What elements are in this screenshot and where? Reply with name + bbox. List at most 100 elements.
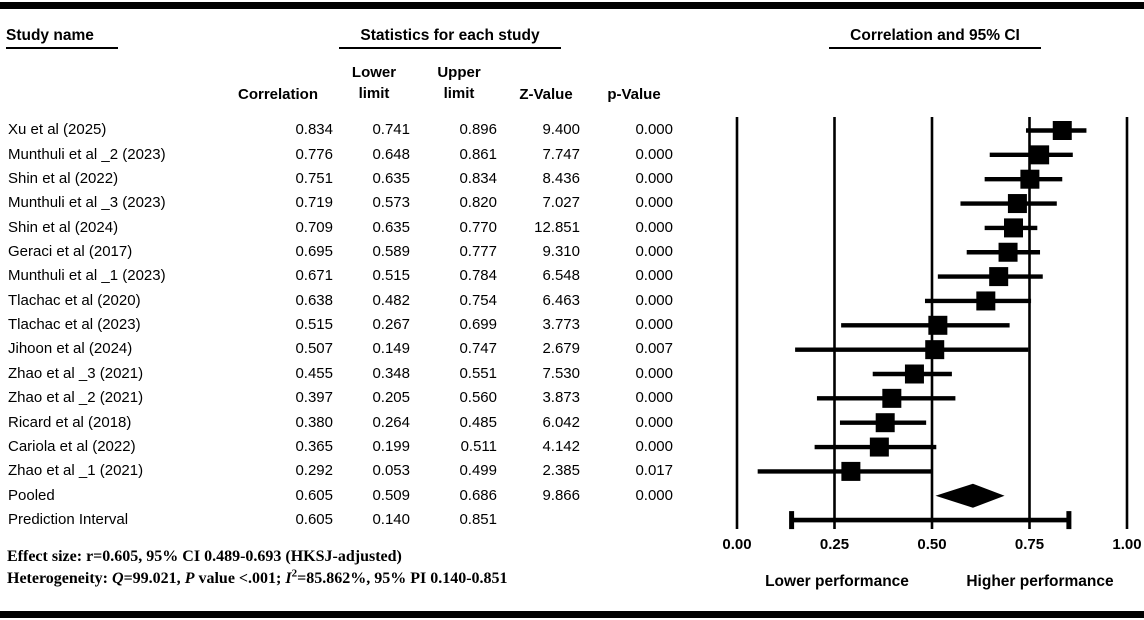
p-value-text: value <.001;: [194, 570, 286, 587]
p-value-cell: 0.000: [635, 291, 673, 309]
top-border-rule: [0, 2, 1144, 9]
correlation-cell: 0.671: [295, 267, 333, 285]
table-row: Shin et al (2022) 0.751 0.635 0.834 8.436 0.0…: [0, 167, 700, 191]
table-row: Jihoon et al (2024) 0.507 0.149 0.747 2.679 0…: [0, 337, 700, 361]
heterogeneity-prefix: Heterogeneity:: [7, 570, 112, 587]
statistics-header: Statistics for each study: [339, 27, 561, 49]
plot-title: Correlation and 95% CI: [829, 27, 1041, 49]
x-axis-label-lower-performance: Lower performance: [765, 573, 909, 590]
z-value-cell: 9.310: [542, 243, 580, 261]
x-tick-label: 1.00: [1112, 536, 1142, 553]
bottom-border-rule: [0, 611, 1144, 618]
table-row: Zhao et al _3 (2021) 0.455 0.348 0.551 7.530…: [0, 362, 700, 386]
upper-limit-cell: 0.499: [459, 462, 497, 480]
correlation-cell: 0.695: [295, 243, 333, 261]
study-name-cell: Tlachac et al (2020): [8, 291, 141, 309]
z-value-cell: 12.851: [534, 218, 580, 236]
pooled-diamond: [935, 483, 1005, 508]
table-row: Zhao et al _2 (2021) 0.397 0.205 0.560 3.873…: [0, 386, 700, 410]
upper-limit-cell: 0.851: [459, 510, 497, 528]
table-row: Munthuli et al _3 (2023) 0.719 0.573 0.820 7…: [0, 191, 700, 215]
upper-limit-cell: 0.686: [459, 486, 497, 504]
lower-limit-cell: 0.635: [372, 218, 410, 236]
p-value-cell: 0.000: [635, 413, 673, 431]
table-row: Tlachac et al (2020) 0.638 0.482 0.754 6.463…: [0, 289, 700, 313]
lower-limit-cell: 0.205: [372, 389, 410, 407]
table-row: Shin et al (2024) 0.709 0.635 0.770 12.851 0.…: [0, 216, 700, 240]
upper-limit-cell: 0.896: [459, 121, 497, 139]
study-name-cell: Cariola et al (2022): [8, 437, 136, 455]
p-value-cell: 0.000: [635, 121, 673, 139]
upper-limit-cell: 0.754: [459, 291, 497, 309]
lower-limit-cell: 0.741: [372, 121, 410, 139]
effect-square: [989, 267, 1009, 287]
effect-square: [882, 388, 902, 408]
table-row: Munthuli et al _2 (2023) 0.776 0.648 0.861 7…: [0, 143, 700, 167]
x-tick-label: 0.75: [1014, 536, 1045, 553]
heterogeneity-summary: Heterogeneity: Q=99.021, P value <.001; …: [7, 567, 508, 588]
correlation-cell: 0.397: [295, 389, 333, 407]
p-value-cell: 0.000: [635, 486, 673, 504]
study-name-cell: Zhao et al _2 (2021): [8, 389, 144, 407]
effect-square: [1052, 121, 1072, 140]
table-row: Ricard et al (2018) 0.380 0.264 0.485 6.042 0…: [0, 411, 700, 435]
x-axis-label-higher-performance: Higher performance: [966, 573, 1114, 590]
upper-limit-cell: 0.770: [459, 218, 497, 236]
lower-limit-cell: 0.264: [372, 413, 410, 431]
column-header-p-value: p-Value: [607, 86, 661, 103]
study-name-cell: Prediction Interval: [8, 510, 129, 528]
z-value-cell: 3.873: [542, 389, 580, 407]
effect-square: [1020, 169, 1040, 189]
lower-limit-cell: 0.348: [372, 364, 410, 382]
lower-limit-cell: 0.589: [372, 243, 410, 261]
lower-limit-cell: 0.149: [372, 340, 410, 358]
study-name-cell: Munthuli et al _3 (2023): [8, 194, 166, 212]
p-value-cell: 0.000: [635, 364, 673, 382]
q-symbol: Q: [112, 570, 124, 587]
z-value-cell: 7.530: [542, 364, 580, 382]
study-name-cell: Zhao et al _1 (2021): [8, 462, 144, 480]
upper-limit-cell: 0.777: [459, 243, 497, 261]
lower-limit-cell: 0.509: [372, 486, 410, 504]
table-row: Munthuli et al _1 (2023) 0.671 0.515 0.784 6…: [0, 264, 700, 288]
p-value-cell: 0.007: [635, 340, 673, 358]
upper-limit-cell: 0.820: [459, 194, 497, 212]
z-value-cell: 6.042: [542, 413, 580, 431]
correlation-cell: 0.380: [295, 413, 333, 431]
correlation-cell: 0.365: [295, 437, 333, 455]
study-name-cell: Shin et al (2024): [8, 218, 119, 236]
x-tick-label: 0.00: [722, 536, 752, 553]
correlation-cell: 0.751: [295, 170, 333, 188]
study-name-cell: Ricard et al (2018): [8, 413, 132, 431]
table-row: Xu et al (2025) 0.834 0.741 0.896 9.400 0.000: [0, 118, 700, 142]
correlation-cell: 0.709: [295, 218, 333, 236]
upper-limit-cell: 0.511: [460, 437, 497, 455]
z-value-cell: 9.400: [542, 121, 580, 139]
effect-square: [1004, 218, 1024, 238]
table-row: Tlachac et al (2023) 0.515 0.267 0.699 3.773…: [0, 313, 700, 337]
z-value-cell: 2.679: [542, 340, 580, 358]
upper-limit-cell: 0.560: [459, 389, 497, 407]
study-name-cell: Tlachac et al (2023): [8, 316, 141, 334]
statistics-table: Xu et al (2025) 0.834 0.741 0.896 9.400 0.000…: [0, 118, 700, 528]
correlation-cell: 0.776: [295, 145, 333, 163]
table-row: Pooled 0.605 0.509 0.686 9.866 0.000: [0, 484, 700, 508]
column-header-lower-limit: Lower limit: [351, 64, 397, 102]
table-row: Zhao et al _1 (2021) 0.292 0.053 0.499 2.385…: [0, 459, 700, 483]
p-value-cell: 0.000: [635, 218, 673, 236]
effect-square: [928, 315, 948, 335]
lower-limit-cell: 0.648: [372, 145, 410, 163]
q-value: =99.021,: [123, 570, 185, 587]
upper-limit-cell: 0.699: [459, 316, 497, 334]
correlation-cell: 0.507: [295, 340, 333, 358]
z-value-cell: 6.463: [542, 291, 580, 309]
lower-limit-cell: 0.267: [372, 316, 410, 334]
column-header-upper-limit: Upper limit: [437, 64, 481, 102]
correlation-cell: 0.292: [295, 462, 333, 480]
correlation-cell: 0.638: [295, 291, 333, 309]
effect-square: [925, 340, 945, 360]
p-value-cell: 0.017: [635, 462, 673, 480]
i-squared-exponent: 2: [291, 567, 298, 580]
effect-square: [1030, 145, 1050, 165]
